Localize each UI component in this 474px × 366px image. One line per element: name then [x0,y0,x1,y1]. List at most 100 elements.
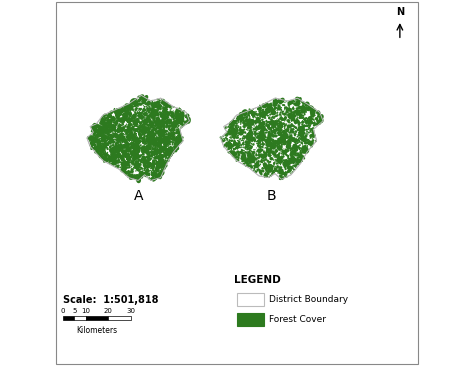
Ellipse shape [121,145,124,149]
Ellipse shape [299,111,301,112]
Ellipse shape [291,147,292,149]
Ellipse shape [310,135,312,137]
Ellipse shape [230,139,233,142]
Ellipse shape [303,117,306,120]
Ellipse shape [137,160,139,161]
Ellipse shape [112,158,114,159]
Ellipse shape [139,138,141,140]
Ellipse shape [267,110,269,111]
Ellipse shape [126,127,132,133]
Ellipse shape [299,144,300,146]
Ellipse shape [150,168,152,169]
Ellipse shape [102,153,104,155]
Ellipse shape [264,104,266,107]
Ellipse shape [264,135,265,136]
Ellipse shape [131,117,133,119]
Ellipse shape [153,161,155,163]
Ellipse shape [243,140,244,141]
Ellipse shape [98,152,100,154]
Ellipse shape [269,138,270,139]
Ellipse shape [237,150,240,154]
Ellipse shape [109,160,112,162]
Ellipse shape [251,137,254,139]
Ellipse shape [122,112,124,114]
Ellipse shape [117,118,123,123]
Ellipse shape [168,128,170,130]
Ellipse shape [267,160,269,162]
Ellipse shape [172,133,173,136]
Ellipse shape [288,158,290,160]
Ellipse shape [317,120,321,125]
Ellipse shape [149,128,151,130]
Ellipse shape [94,132,95,133]
Ellipse shape [308,126,310,129]
Ellipse shape [286,165,292,170]
Ellipse shape [140,160,142,161]
Ellipse shape [303,106,305,109]
Ellipse shape [174,146,177,147]
Ellipse shape [151,118,153,119]
Ellipse shape [129,136,132,139]
Ellipse shape [287,113,292,119]
Ellipse shape [165,103,166,105]
Ellipse shape [146,139,149,142]
Ellipse shape [178,122,179,123]
Ellipse shape [106,132,109,134]
Ellipse shape [146,135,148,138]
Ellipse shape [173,113,174,115]
Ellipse shape [292,149,296,155]
Ellipse shape [287,148,289,150]
Ellipse shape [286,107,287,108]
Ellipse shape [282,132,283,134]
Ellipse shape [165,116,167,117]
Ellipse shape [283,144,284,145]
Ellipse shape [301,149,303,153]
Ellipse shape [100,152,103,157]
Ellipse shape [262,140,263,143]
Ellipse shape [156,112,157,113]
Ellipse shape [163,154,165,156]
Ellipse shape [144,141,147,143]
Ellipse shape [153,104,154,105]
Ellipse shape [163,154,166,156]
Ellipse shape [163,142,168,147]
Ellipse shape [128,138,130,140]
Ellipse shape [268,121,273,125]
Ellipse shape [162,137,164,139]
Ellipse shape [100,128,106,131]
Ellipse shape [107,122,108,124]
Ellipse shape [149,112,151,114]
Ellipse shape [247,165,249,166]
Ellipse shape [117,132,119,133]
Ellipse shape [179,140,181,141]
Ellipse shape [172,141,173,143]
Ellipse shape [167,119,169,122]
Ellipse shape [247,111,249,112]
Ellipse shape [134,145,140,151]
Ellipse shape [118,161,119,164]
Ellipse shape [118,119,120,121]
Ellipse shape [137,143,139,146]
Ellipse shape [264,128,268,131]
Ellipse shape [134,100,136,101]
Ellipse shape [303,125,305,127]
Ellipse shape [107,134,109,135]
Ellipse shape [162,154,164,156]
Ellipse shape [246,145,247,147]
Ellipse shape [163,146,164,147]
Ellipse shape [252,161,255,163]
Ellipse shape [107,116,109,117]
Ellipse shape [148,178,150,179]
Ellipse shape [117,130,119,132]
Ellipse shape [286,171,288,173]
Ellipse shape [171,149,173,151]
Ellipse shape [164,101,165,102]
Ellipse shape [223,144,226,147]
Ellipse shape [236,127,237,129]
Ellipse shape [148,116,150,118]
Ellipse shape [115,130,118,132]
Ellipse shape [156,105,158,107]
Ellipse shape [242,121,244,123]
Ellipse shape [284,112,287,115]
Ellipse shape [259,160,263,163]
